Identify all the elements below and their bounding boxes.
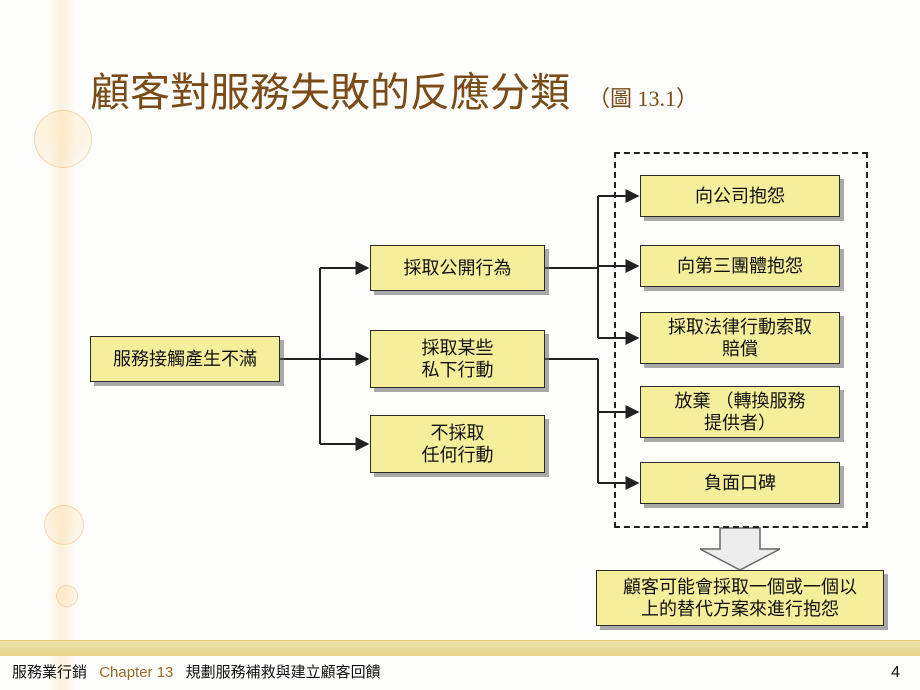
footer-subtitle: 規劃服務補救與建立顧客回饋 — [186, 664, 381, 681]
flow-node-outD: 放棄 （轉換服務提供者） — [640, 386, 840, 438]
flow-node-midB: 採取某些私下行動 — [370, 330, 545, 388]
footer-chapter: Chapter 13 — [99, 664, 173, 681]
flow-node-midC: 不採取任何行動 — [370, 415, 545, 473]
flow-node-outB: 向第三團體抱怨 — [640, 245, 840, 287]
footer-text: 服務業行銷 Chapter 13 規劃服務補救與建立顧客回饋 — [12, 661, 381, 682]
footer-left: 服務業行銷 — [12, 664, 87, 681]
flow-node-bottom: 顧客可能會採取一個或一個以上的替代方案來進行抱怨 — [596, 570, 884, 626]
flow-node-outE: 負面口碑 — [640, 462, 840, 504]
page-number: 4 — [891, 664, 900, 682]
flow-node-outC: 採取法律行動索取賠償 — [640, 312, 840, 364]
flow-node-midA: 採取公開行為 — [370, 245, 545, 291]
flow-node-root: 服務接觸產生不滿 — [90, 336, 280, 382]
flow-node-outA: 向公司抱怨 — [640, 175, 840, 217]
